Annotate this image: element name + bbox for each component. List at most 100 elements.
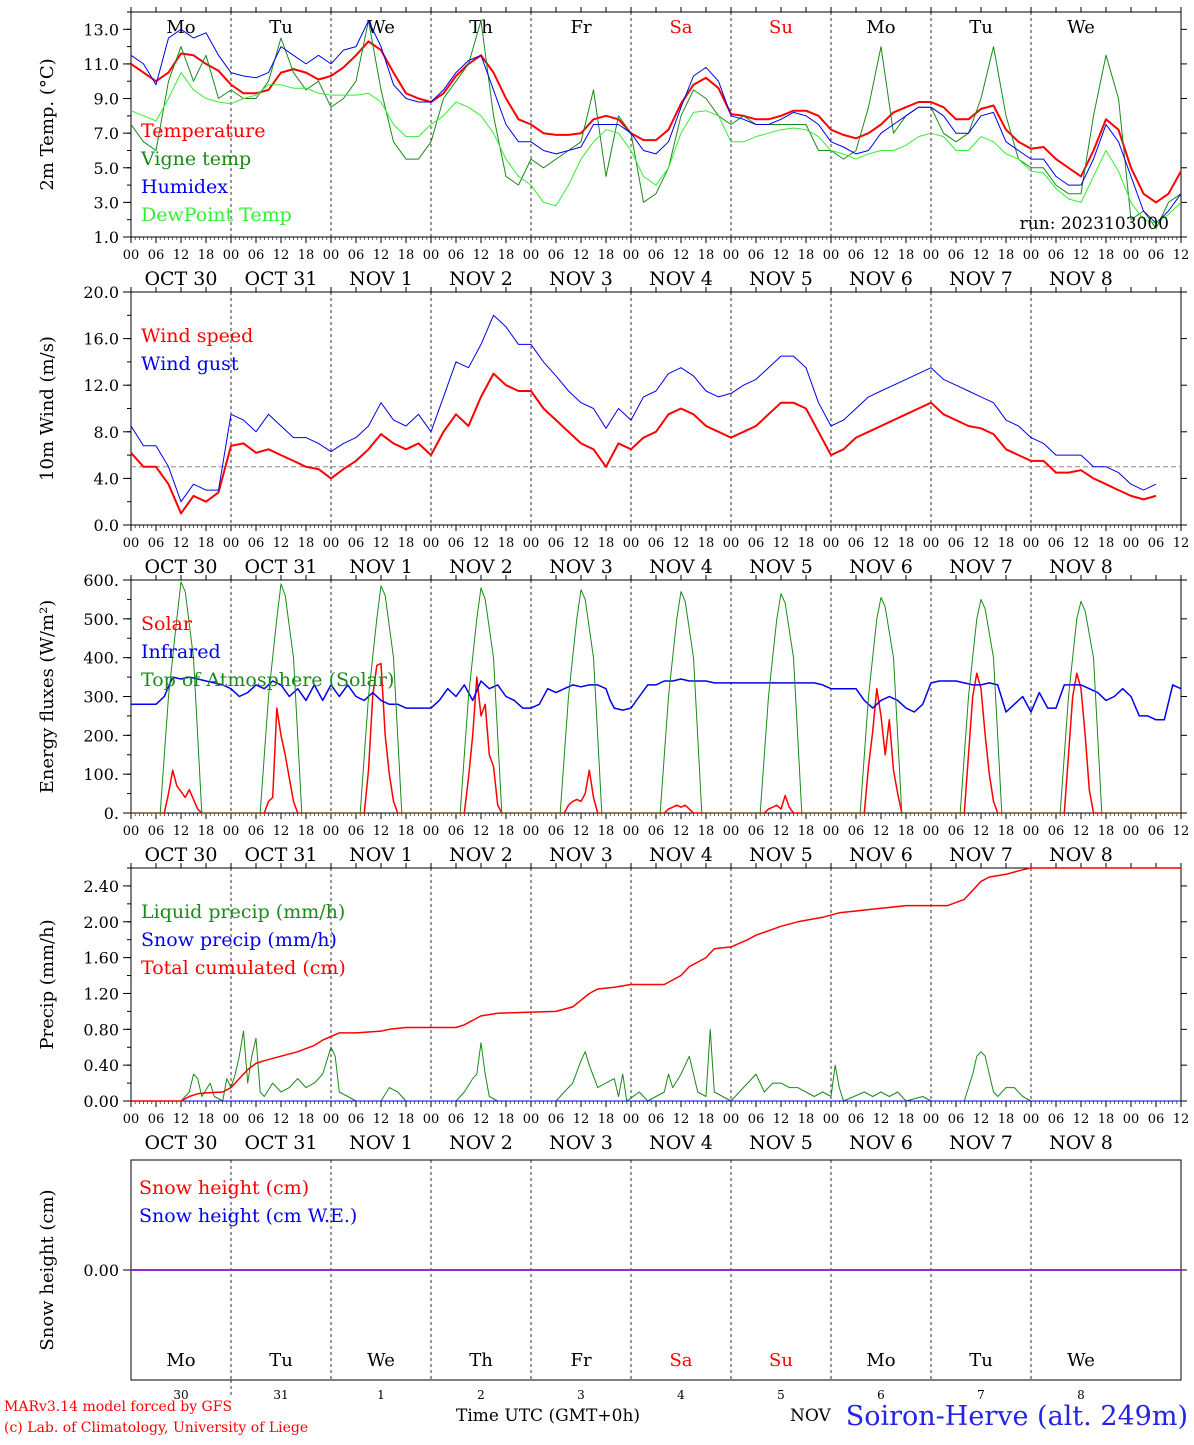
hour-tick-label: 12 [773,536,790,551]
legend-entry: Wind speed [141,325,253,347]
weekday-label: We [1067,1350,1095,1371]
weekday-label: Fr [570,1350,591,1371]
hour-tick-label: 00 [323,248,340,263]
hour-tick-label: 00 [723,824,740,839]
y-tick-label: 7.0 [94,124,119,143]
hour-tick-label: 00 [123,1112,140,1127]
hour-tick-label: 00 [923,1112,940,1127]
date-label: NOV 6 [849,1132,913,1154]
hour-tick-label: 00 [223,536,240,551]
hour-tick-label: 00 [923,248,940,263]
date-label: NOV 5 [749,1132,813,1154]
hour-tick-label: 18 [598,536,615,551]
date-label: NOV 7 [949,1132,1013,1154]
date-label: NOV 7 [949,268,1013,290]
hour-tick-label: 12 [673,1112,690,1127]
date-label: NOV 5 [749,268,813,290]
weekday-label: Sa [669,1350,692,1371]
hour-tick-label: 06 [548,248,565,263]
hour-tick-label: 06 [848,824,865,839]
y-tick-label: 12.0 [83,376,119,395]
hour-tick-label: 06 [648,248,665,263]
hour-tick-label: 06 [348,536,365,551]
date-label: OCT 31 [244,1132,317,1154]
hour-tick-label: 18 [198,824,215,839]
weekday-label: Th [469,17,493,38]
series-line-temperature [130,40,1182,204]
hour-tick-label: 12 [573,248,590,263]
series-line-total-cumulated-cm- [131,867,1181,1102]
series-line-top-of-atmosphere-solar- [131,581,1181,814]
hour-tick-label: 18 [198,1112,215,1127]
date-label: OCT 31 [244,556,317,578]
weekday-label: We [1067,17,1095,38]
hour-tick-label: 18 [1098,1112,1115,1127]
weekday-label: Mo [166,1350,195,1371]
y-tick-label: 0.80 [83,1020,119,1039]
hour-tick-label: 00 [1123,536,1140,551]
day-number-label: 2 [477,1388,485,1402]
legend-entry: Liquid precip (mm/h) [141,901,345,923]
hour-tick-label: 06 [648,1112,665,1127]
hour-tick-label: 12 [1073,1112,1090,1127]
hour-tick-label: 00 [623,1112,640,1127]
hour-tick-label: 06 [1048,248,1065,263]
station-label: Soiron-Herve (alt. 249m) [845,1401,1188,1432]
hour-tick-label: 18 [898,536,915,551]
y-tick-label: 3.0 [94,193,119,212]
y-tick-label: 13.0 [83,20,119,39]
hour-tick-label: 18 [698,248,715,263]
hour-tick-label: 06 [248,536,265,551]
weekday-label: We [367,1350,395,1371]
hour-tick-label: 06 [948,248,965,263]
hour-tick-label: 12 [373,824,390,839]
hour-tick-label: 06 [748,248,765,263]
hour-tick-label: 18 [798,536,815,551]
hour-tick-label: 18 [1098,824,1115,839]
hour-tick-label: 06 [448,536,465,551]
y-tick-label: 400. [83,649,119,668]
y-tick-label: 4.0 [94,469,119,488]
date-label: NOV 2 [449,268,513,290]
hour-tick-label: 12 [673,536,690,551]
hour-tick-label: 06 [648,536,665,551]
hour-tick-label: 18 [1098,536,1115,551]
hour-tick-label: 00 [1023,1112,1040,1127]
hour-tick-label: 12 [1073,824,1090,839]
hour-tick-label: 06 [848,536,865,551]
hour-tick-label: 00 [923,824,940,839]
legend-entry: Solar [141,613,193,635]
date-label: NOV 6 [849,556,913,578]
legend-entry: Humidex [141,176,228,198]
hour-tick-label: 12 [973,824,990,839]
hour-tick-label: 06 [1048,1112,1065,1127]
hour-tick-label: 12 [573,536,590,551]
hour-tick-label: 12 [873,824,890,839]
hour-tick-label: 12 [473,824,490,839]
y-tick-label: 200. [83,726,119,745]
date-label: NOV 4 [649,268,713,290]
y-tick-label: 0.0 [94,516,119,535]
hour-tick-label: 18 [898,824,915,839]
hour-tick-label: 18 [398,248,415,263]
hour-tick-label: 00 [1023,248,1040,263]
day-number-label: 4 [677,1388,685,1402]
date-label: NOV 6 [849,268,913,290]
hour-tick-label: 12 [1173,536,1190,551]
hour-tick-label: 18 [398,536,415,551]
weekday-label: Mo [166,17,195,38]
date-label: NOV 1 [349,844,413,866]
hour-tick-label: 06 [248,248,265,263]
weekday-label: Tu [969,1350,993,1371]
hour-tick-label: 12 [1173,824,1190,839]
hour-tick-label: 18 [698,824,715,839]
hour-tick-label: 18 [498,1112,515,1127]
hour-tick-label: 18 [798,824,815,839]
hour-tick-label: 06 [548,1112,565,1127]
date-label: NOV 4 [649,1132,713,1154]
hour-tick-label: 12 [473,1112,490,1127]
credit-line-2: (c) Lab. of Climatology, University of L… [4,1420,309,1436]
y-tick-label: 500. [83,610,119,629]
hour-tick-label: 18 [498,248,515,263]
